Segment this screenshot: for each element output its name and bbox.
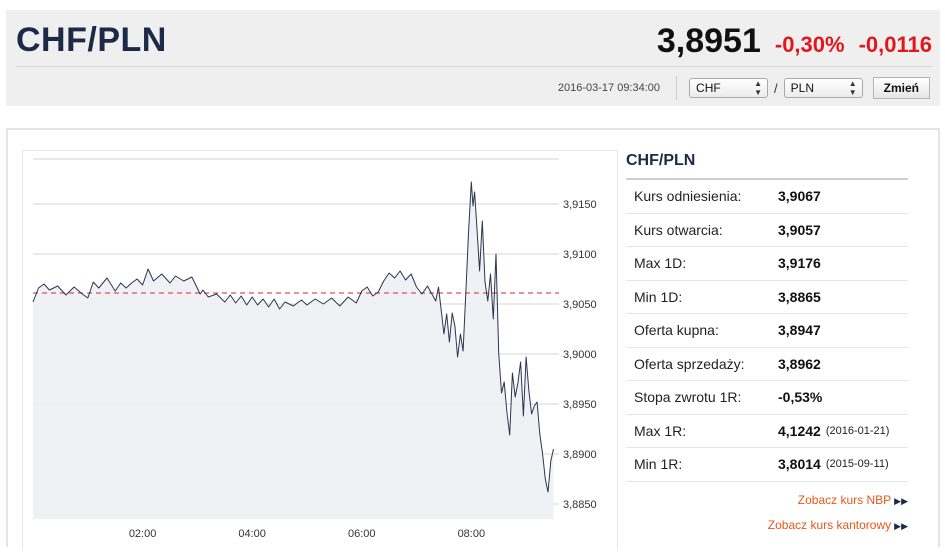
y-tick-label: 3,9000 (563, 349, 597, 361)
x-tick-label: 08:00 (458, 528, 486, 540)
change-absolute: -0,0116 (858, 32, 932, 57)
info-panel: CHF/PLN Kurs odniesienia: 3,9067 Kurs ot… (626, 152, 908, 538)
y-tick-label: 3,9100 (563, 249, 597, 261)
info-label: Oferta kupna: (634, 322, 719, 339)
chart-container: 3,9150 3,9100 3,9050 3,9000 3,8950 3,8900 3,88… (22, 150, 618, 550)
y-tick-label: 3,8850 (563, 499, 597, 511)
info-label: Kurs odniesienia: (634, 188, 742, 205)
link-label: Zobacz kurs NBP (797, 492, 892, 507)
info-row: Max 1R: 4,1242 (2016-01-21) (626, 415, 908, 448)
info-date: (2015-09-11) (825, 458, 889, 471)
series-line (32, 181, 554, 493)
info-label: Max 1R: (634, 422, 687, 439)
series-area (33, 182, 554, 519)
y-tick-label: 3,8950 (563, 399, 597, 411)
currency-separator: / (774, 80, 778, 96)
controls-divider (676, 76, 678, 100)
quote-timestamp: 2016-03-17 09:34:00 (557, 82, 661, 94)
info-value: 3,8865 (778, 288, 821, 305)
info-label: Oferta sprzedaży: (634, 355, 745, 372)
info-row: Max 1D: 3,9176 (626, 247, 908, 281)
to-currency-value: PLN (790, 81, 814, 95)
info-row: Min 1D: 3,8865 (626, 281, 908, 314)
info-row: Stopa zwrotu 1R: -0,53% (626, 381, 908, 415)
links-list: Zobacz kurs NBP ▶▶ Zobacz kurs kantorowy ▶… (626, 488, 908, 538)
info-label: Stopa zwrotu 1R: (634, 389, 742, 406)
info-value: 3,9067 (778, 188, 821, 205)
x-tick-label: 02:00 (129, 528, 157, 540)
info-label: Min 1D: (634, 288, 683, 305)
select-arrows-icon: ▲ ▼ (754, 79, 763, 97)
info-row: Oferta sprzedaży: 3,8962 (626, 348, 908, 381)
x-tick-label: 04:00 (238, 528, 266, 540)
info-value: 3,9176 (778, 255, 821, 272)
change-button[interactable]: Zmień (872, 77, 930, 99)
page-title: CHF/PLN (16, 21, 167, 59)
info-row: Oferta kupna: 3,8947 (626, 314, 908, 348)
to-currency-select[interactable]: PLN ▲ ▼ (783, 78, 863, 98)
info-title: CHF/PLN (626, 152, 908, 180)
double-triangle-right-icon: ▶▶ (894, 495, 908, 506)
price-box: 3,8951 -0,30% -0,0116 (657, 22, 932, 61)
info-value: 4,1242 (778, 422, 821, 439)
change-percent: -0,30% (774, 32, 845, 57)
header-divider (16, 66, 932, 67)
info-label: Max 1D: (634, 255, 687, 272)
from-currency-select[interactable]: CHF ▲ ▼ (689, 78, 769, 98)
link-label: Zobacz kurs kantorowy (767, 517, 892, 532)
from-currency-value: CHF (696, 81, 721, 95)
nbp-rate-link[interactable]: Zobacz kurs NBP ▶▶ (626, 488, 908, 513)
content-panel: 3,9150 3,9100 3,9050 3,9000 3,8950 3,8900 3,88… (6, 128, 940, 550)
currency-controls: 2016-03-17 09:34:00 CHF ▲ ▼ / PLN ▲ ▼ Zmie… (558, 76, 930, 100)
x-tick-label: 06:00 (348, 528, 376, 540)
select-arrows-icon: ▲ ▼ (848, 79, 857, 97)
info-value: 3,9057 (778, 221, 821, 238)
info-row: Kurs odniesienia: 3,9067 (626, 180, 908, 214)
info-date: (2016-01-21) (825, 424, 890, 437)
current-price: 3,8951 (656, 22, 761, 60)
quote-header: CHF/PLN 3,8951 -0,30% -0,0116 2016-03-17… (6, 10, 940, 106)
y-tick-label: 3,9050 (563, 299, 597, 311)
info-value: 3,8962 (778, 355, 821, 372)
y-tick-label: 3,9150 (563, 199, 597, 211)
info-label: Kurs otwarcia: (634, 221, 723, 238)
double-triangle-right-icon: ▶▶ (894, 520, 908, 531)
info-row: Min 1R: 3,8014 (2015-09-11) (626, 448, 908, 482)
exchange-office-rate-link[interactable]: Zobacz kurs kantorowy ▶▶ (626, 513, 908, 538)
price-chart: 3,9150 3,9100 3,9050 3,9000 3,8950 3,8900 3,88… (32, 158, 597, 540)
y-tick-label: 3,8900 (563, 449, 597, 461)
info-value: 3,8947 (778, 322, 821, 339)
info-row: Kurs otwarcia: 3,9057 (626, 214, 908, 247)
info-value: -0,53% (778, 389, 823, 406)
info-label: Min 1R: (634, 456, 683, 473)
info-value: 3,8014 (778, 456, 821, 473)
